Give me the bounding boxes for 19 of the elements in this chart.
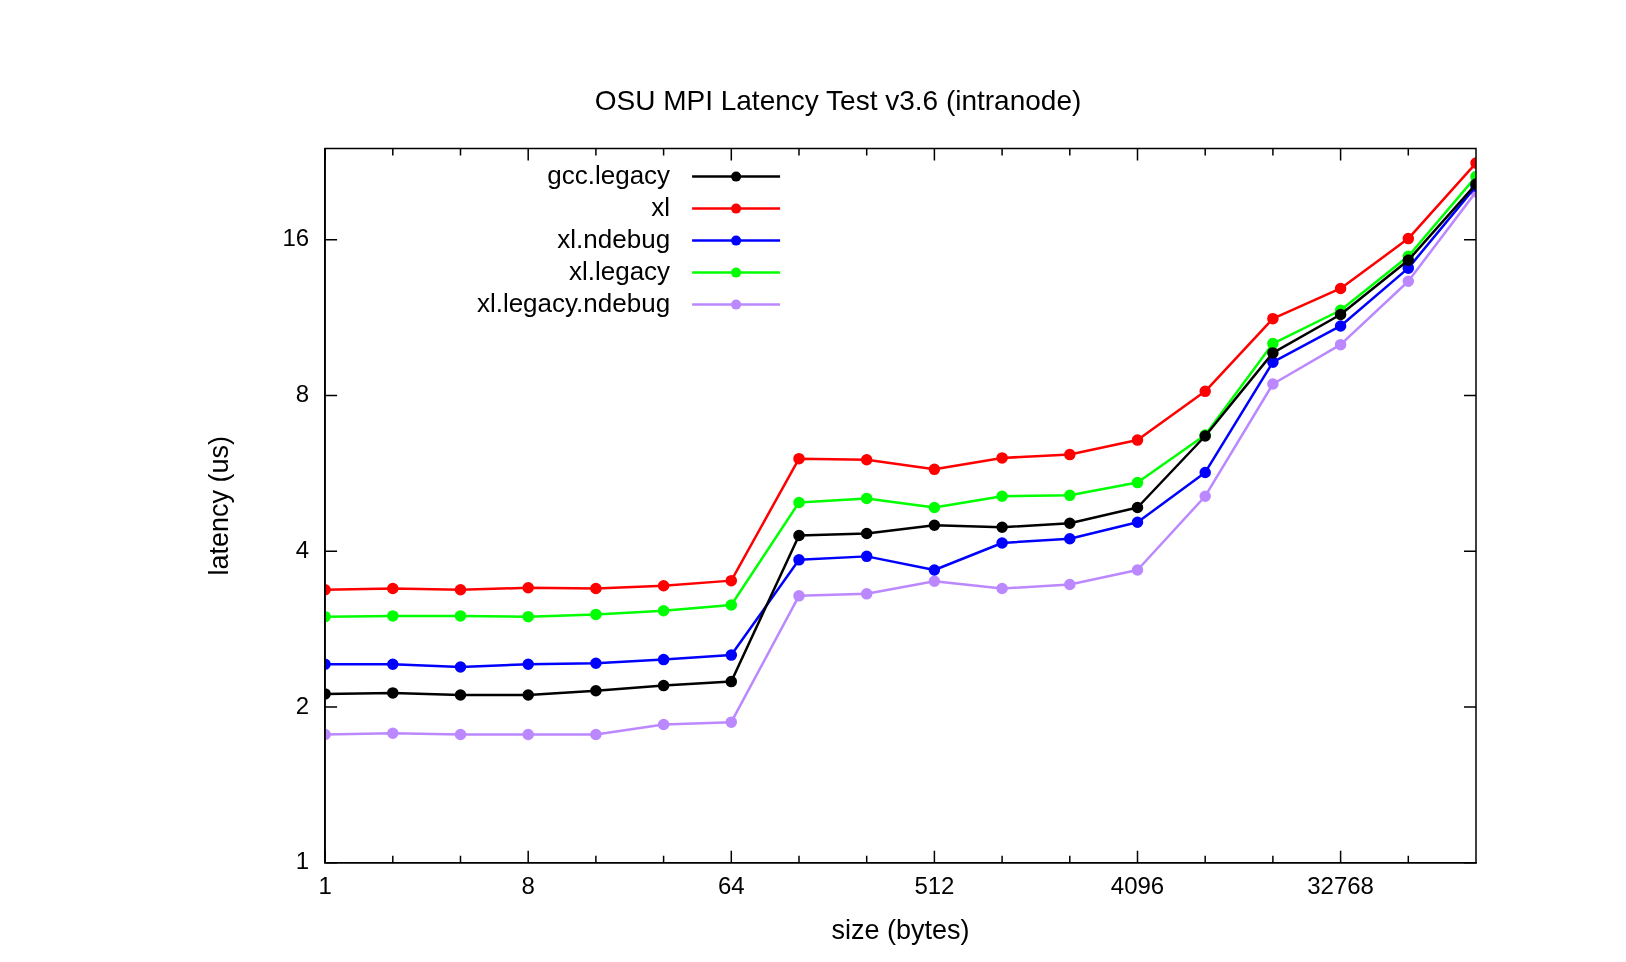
x-tick-label: 32768 [1307, 871, 1374, 899]
y-tick-label: 4 [295, 535, 310, 563]
legend-label: xl.legacy [568, 255, 671, 286]
legend-label: gcc.legacy [547, 159, 671, 190]
y-tick-label: 2 [295, 691, 310, 719]
x-tick-label: 8 [521, 871, 535, 899]
y-tick-label: 1 [295, 847, 310, 875]
legend-label: xl.ndebug [557, 223, 671, 254]
x-tick-label: 64 [717, 871, 745, 899]
y-axis-title: latency (us) [203, 435, 234, 576]
y-tick-label: 8 [295, 380, 310, 408]
x-tick-label: 1 [318, 871, 332, 899]
x-tick-label: 512 [914, 871, 955, 899]
legend-label: xl [651, 191, 671, 222]
x-axis-title: size (bytes) [831, 915, 970, 946]
chart-title: OSU MPI Latency Test v3.6 (intranode) [594, 84, 1082, 116]
y-tick-label: 16 [282, 224, 310, 252]
legend-label: xl.legacy.ndebug [476, 287, 671, 318]
x-tick-label: 4096 [1110, 871, 1165, 899]
